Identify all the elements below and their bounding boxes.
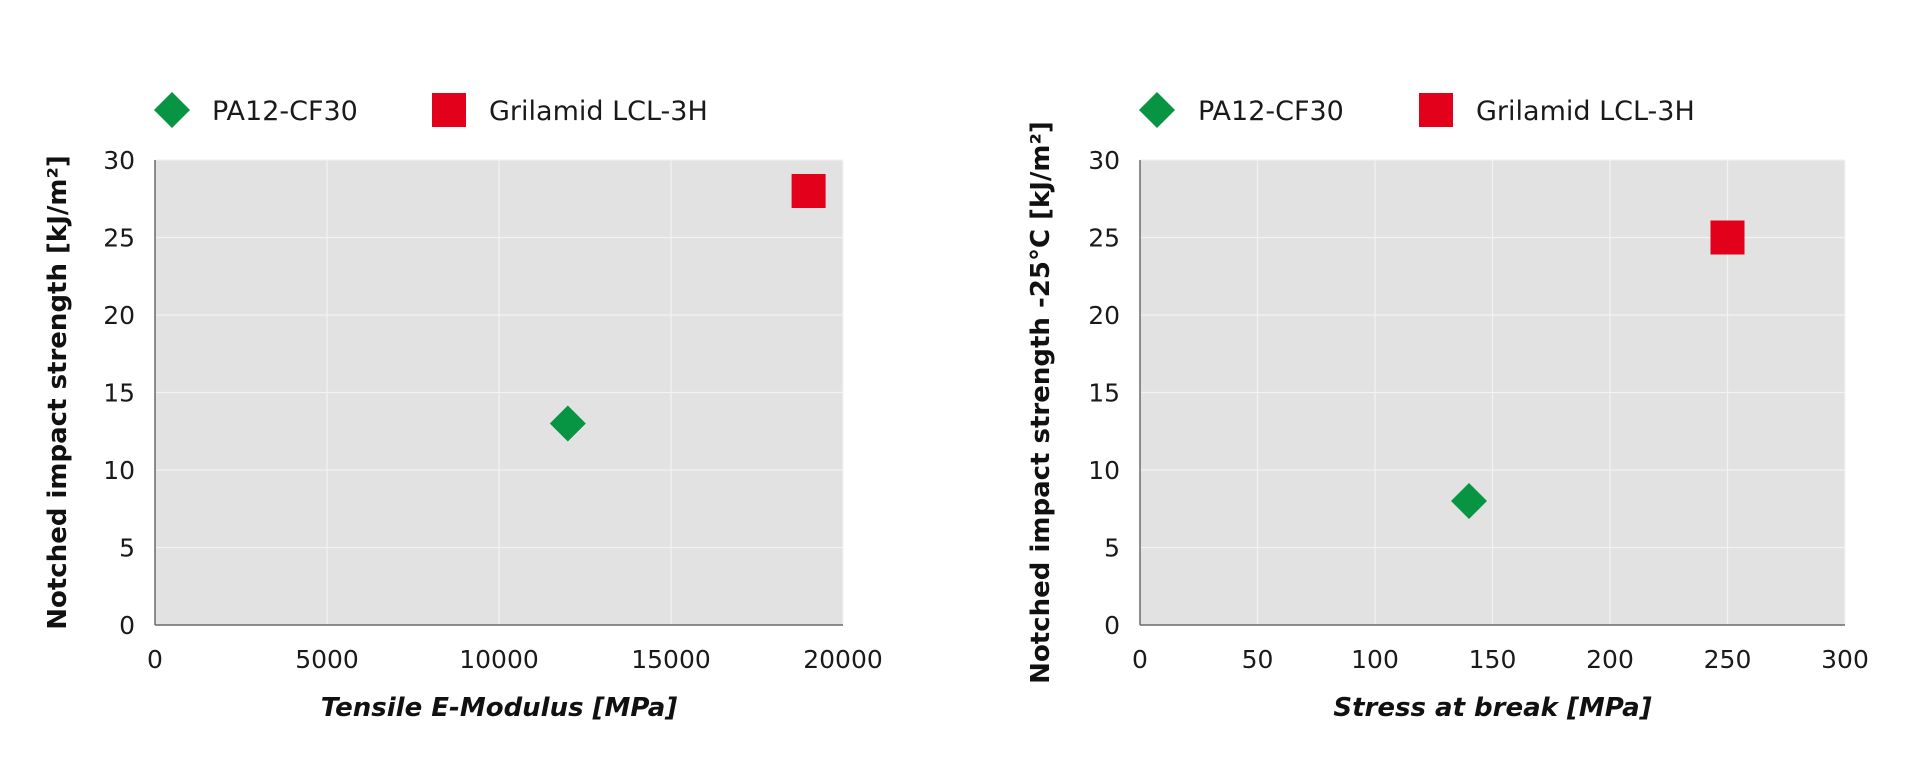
legend-marker-diamond: [1139, 92, 1175, 128]
data-point-grilamid-lcl-3h: [1710, 220, 1745, 255]
y-tick-label: 25: [103, 224, 135, 253]
y-tick-label: 15: [103, 379, 135, 408]
x-tick-label: 10000: [459, 645, 539, 674]
chart-stress-at-break: 0 50 100 150 200 250 300 0 5 10 15 20 25 30 Stress at …: [1026, 92, 1869, 723]
y-tick-label: 0: [119, 611, 135, 640]
x-axis-title: Tensile E-Modulus [MPa]: [321, 693, 678, 723]
y-tick-label: 10: [1088, 456, 1120, 485]
x-tick-label: 100: [1351, 645, 1399, 674]
x-tick-label: 0: [147, 645, 163, 674]
legend-label: Grilamid LCL-3H: [489, 96, 708, 127]
y-tick-label: 30: [1088, 146, 1120, 175]
y-tick-label: 5: [1104, 534, 1120, 563]
legend-label: PA12-CF30: [212, 96, 358, 127]
x-tick-label: 5000: [295, 645, 359, 674]
x-tick-label: 50: [1242, 645, 1274, 674]
x-axis-title: Stress at break [MPa]: [1333, 693, 1651, 723]
legend-marker-diamond: [154, 92, 190, 128]
x-tick-label: 0: [1132, 645, 1148, 674]
data-point-grilamid-lcl-3h: [791, 174, 826, 208]
y-tick-label: 20: [1088, 301, 1120, 330]
y-tick-label: 20: [103, 301, 135, 330]
data-point-pa12-cf30: [549, 405, 586, 442]
y-axis-title: Notched impact strength -25°C [kJ/m²]: [1026, 121, 1056, 684]
x-tick-label: 15000: [631, 645, 711, 674]
y-tick-label: 5: [119, 534, 135, 563]
x-tick-label: 200: [1586, 645, 1634, 674]
legend-label: Grilamid LCL-3H: [1476, 96, 1695, 127]
y-tick-label: 0: [1104, 611, 1120, 640]
y-tick-label: 10: [103, 456, 135, 485]
y-tick-label: 30: [103, 146, 135, 175]
x-tick-label: 150: [1469, 645, 1517, 674]
x-tick-label: 300: [1821, 645, 1869, 674]
chart-tensile-modulus: 0 5000 10000 15000 20000 0 5 10 15 20 25 30 Tensile …: [43, 92, 883, 723]
x-tick-label: 20000: [803, 645, 883, 674]
y-tick-label: 25: [1088, 224, 1120, 253]
data-point-pa12-cf30: [1451, 483, 1487, 519]
legend-label: PA12-CF30: [1198, 96, 1344, 127]
x-tick-label: 250: [1704, 645, 1752, 674]
legend-marker-square: [1419, 93, 1453, 127]
legend-marker-square: [432, 93, 466, 127]
y-axis-title: Notched impact strength [kJ/m²]: [43, 155, 73, 630]
y-tick-label: 15: [1088, 379, 1120, 408]
